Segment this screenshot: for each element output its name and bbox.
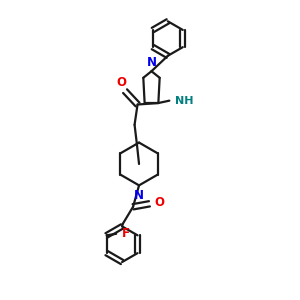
Text: N: N — [146, 56, 157, 69]
Text: O: O — [116, 76, 127, 89]
Text: F: F — [122, 227, 130, 240]
Text: NH: NH — [175, 96, 193, 106]
Text: O: O — [154, 196, 164, 209]
Text: N: N — [134, 189, 144, 202]
